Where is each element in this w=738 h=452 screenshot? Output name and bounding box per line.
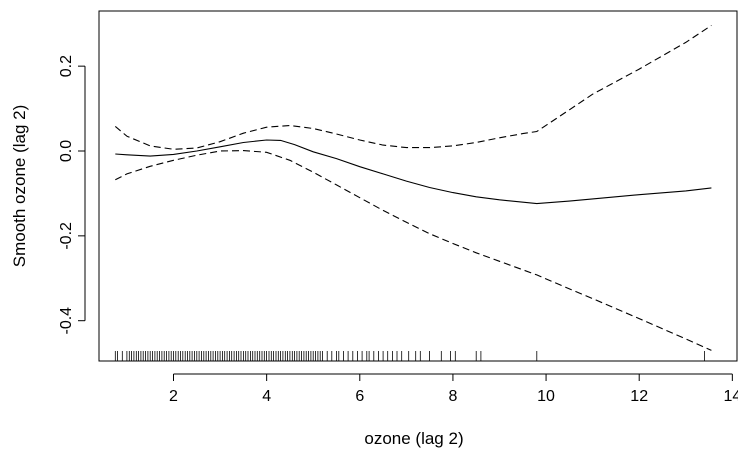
y-tick-label: 0.2 (58, 55, 75, 77)
series-layer (114, 24, 712, 351)
x-tick-label: 14 (723, 388, 738, 405)
x-axis: 2 4 6 8 10 12 14 (169, 373, 738, 405)
confidence-band-line-2 (115, 150, 712, 351)
y-tick-label: -0.4 (58, 307, 75, 335)
y-tick-label: 0.0 (58, 140, 75, 162)
confidence-band-line-1 (114, 24, 712, 150)
rug-layer (114, 351, 705, 361)
x-tick-label: 12 (630, 388, 648, 405)
smooth-estimate-line (115, 139, 712, 205)
x-axis-title: ozone (lag 2) (364, 429, 463, 448)
x-tick-label: 6 (355, 388, 364, 405)
y-axis: -0.4 -0.2 0.0 0.2 (58, 55, 86, 335)
x-tick-label: 8 (448, 388, 457, 405)
y-axis-title: Smooth ozone (lag 2) (10, 105, 29, 268)
y-tick-label: -0.2 (58, 222, 75, 250)
x-tick-label: 2 (169, 388, 178, 405)
plot-frame (98, 10, 738, 362)
x-tick-label: 4 (262, 388, 271, 405)
x-tick-label: 10 (537, 388, 555, 405)
